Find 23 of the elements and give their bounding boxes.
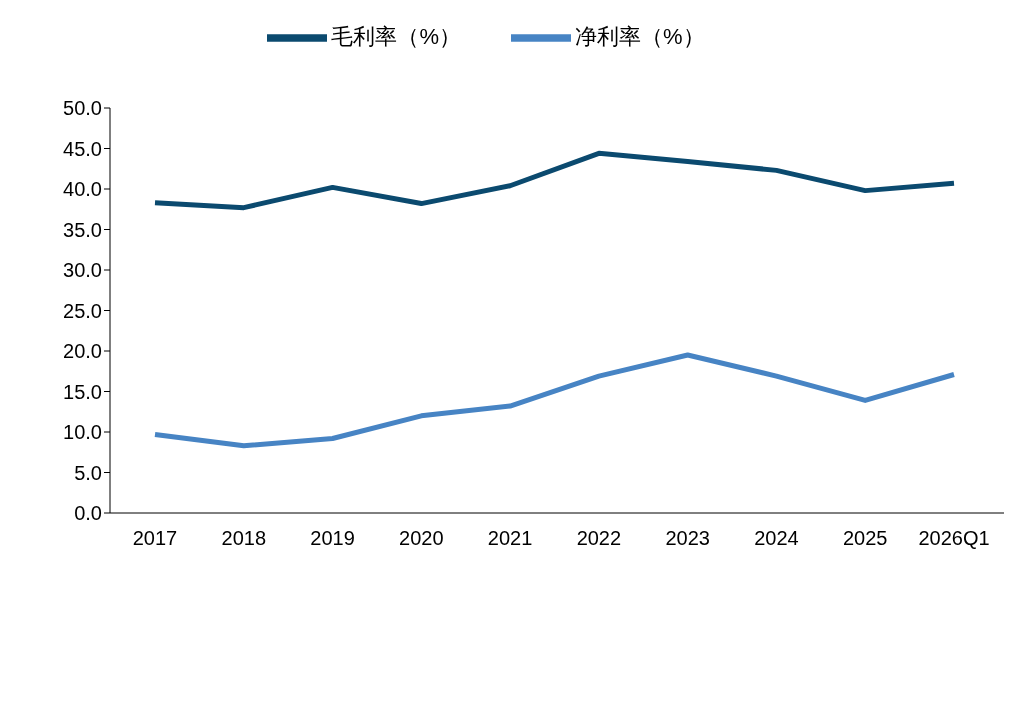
x-tick-label: 2022 bbox=[576, 527, 622, 550]
y-tick-label: 30.0 bbox=[63, 259, 102, 282]
y-tick-label: 10.0 bbox=[63, 421, 102, 444]
y-tick-label: 5.0 bbox=[74, 461, 102, 484]
y-tick-label: 25.0 bbox=[63, 299, 102, 322]
x-tick-label: 2025 bbox=[842, 527, 888, 550]
x-tick-label: 2024 bbox=[754, 527, 799, 550]
x-tick-label: 2017 bbox=[132, 527, 178, 550]
x-tick-label: 2023 bbox=[665, 527, 710, 550]
x-tick-label: 2020 bbox=[399, 527, 444, 550]
y-tick-label: 20.0 bbox=[63, 340, 102, 363]
y-tick-label: 0.0 bbox=[74, 502, 102, 525]
legend-label: 毛利率（%） bbox=[331, 23, 461, 49]
legend-label: 净利率（%） bbox=[575, 23, 705, 49]
y-tick-label: 50.0 bbox=[63, 97, 102, 120]
y-tick-label: 35.0 bbox=[63, 218, 102, 241]
y-tick-label: 45.0 bbox=[63, 137, 102, 160]
x-tick-label: 2019 bbox=[310, 527, 355, 550]
y-tick-label: 15.0 bbox=[63, 380, 102, 403]
x-tick-label: 2021 bbox=[487, 527, 533, 550]
x-tick-label: 2018 bbox=[221, 527, 267, 550]
x-tick-label: 2026Q1 bbox=[918, 527, 990, 550]
y-tick-label: 40.0 bbox=[63, 178, 102, 201]
